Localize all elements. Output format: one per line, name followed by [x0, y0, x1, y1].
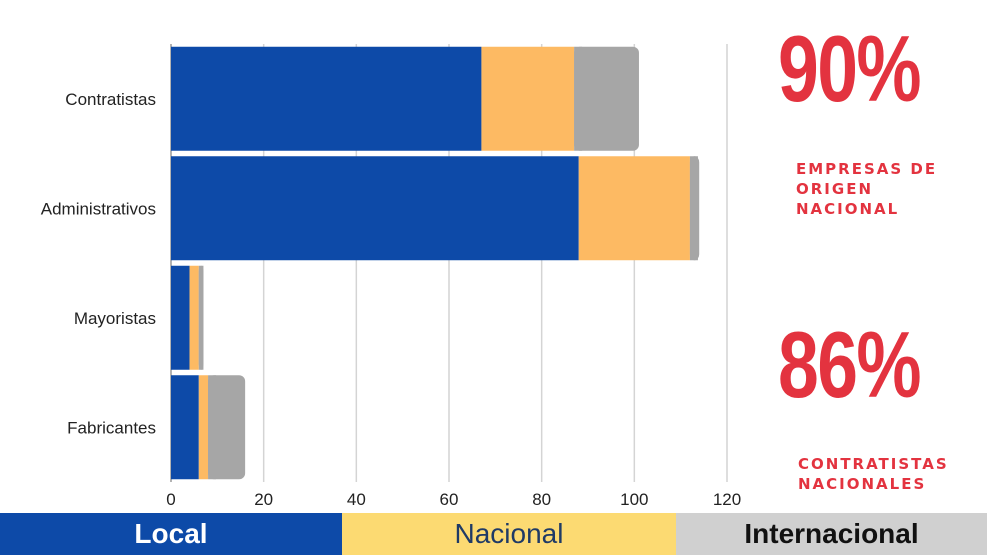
bar-segment-internacional: [208, 375, 246, 480]
x-tick-label: 120: [713, 490, 741, 509]
stat-value-national-contractors: 86%: [778, 312, 922, 417]
caption-line: EMPRESAS DE: [796, 160, 938, 178]
category-label: Mayoristas: [74, 309, 156, 328]
bar-segment-local: [171, 46, 482, 151]
bar-segment-nacional: [189, 265, 199, 370]
bar-segment-internacional: [574, 46, 639, 151]
bar-segment-nacional: [198, 375, 209, 480]
category-label: Contratistas: [65, 90, 156, 109]
stacked-bar-chart: Contratistas Administrativos Mayoristas Fab…: [41, 44, 741, 509]
category-label: Administrativos: [41, 199, 156, 218]
legend-item-internacional: Internacional: [676, 513, 987, 555]
bar-segment-local: [171, 375, 199, 480]
x-tick-label: 60: [440, 490, 459, 509]
stat-caption-national-contractors: CONTRATISTAS NACIONALES: [798, 454, 987, 494]
bars: [171, 46, 700, 480]
x-tick-label: 100: [620, 490, 648, 509]
legend-bar: Local Nacional Internacional: [0, 513, 987, 555]
bar-segment-fill: [689, 156, 698, 261]
x-tick-label: 40: [347, 490, 366, 509]
x-tick-label: 0: [166, 490, 175, 509]
caption-line: CONTRATISTAS: [798, 455, 949, 473]
stat-value-national-companies: 90%: [778, 16, 922, 121]
bar-segment-local: [171, 265, 190, 370]
category-label: Fabricantes: [67, 418, 156, 437]
category-labels: Contratistas Administrativos Mayoristas Fab…: [41, 90, 156, 438]
bar-segment-fill: [208, 375, 217, 480]
x-tick-label: 20: [254, 490, 273, 509]
legend-item-local: Local: [0, 513, 342, 555]
bar-segment-fill: [574, 46, 583, 151]
caption-line: NACIONAL: [796, 200, 900, 218]
x-tick-label: 80: [532, 490, 551, 509]
bar-segment-nacional: [481, 46, 575, 151]
bar-segment-nacional: [578, 156, 690, 261]
caption-line: ORIGEN: [796, 180, 873, 198]
bar-segment-fill: [198, 265, 204, 370]
legend-item-nacional: Nacional: [342, 513, 676, 555]
stat-caption-national-companies: EMPRESAS DE ORIGEN NACIONAL: [796, 159, 986, 219]
x-tick-labels: 0 20 40 60 80 100 120: [166, 490, 741, 509]
bar-segment-local: [171, 156, 579, 261]
caption-line: NACIONALES: [798, 475, 927, 493]
